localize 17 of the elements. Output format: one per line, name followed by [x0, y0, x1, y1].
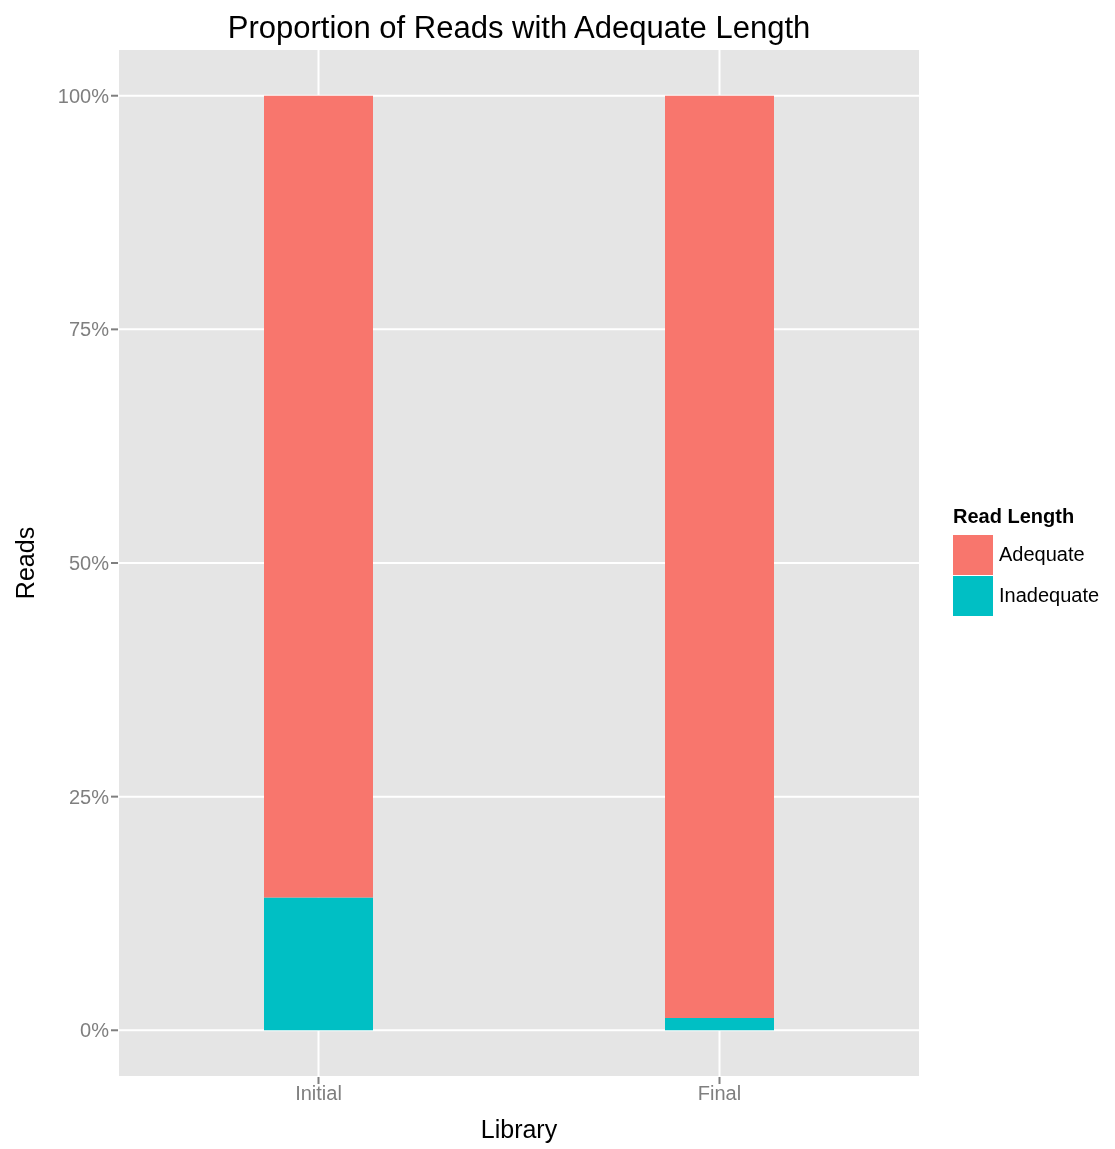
chart-title: Proportion of Reads with Adequate Length	[226, 10, 812, 46]
y-tick-label: 25%	[68, 785, 110, 808]
y-tick-label: 50%	[68, 552, 110, 575]
legend-label: Adequate	[999, 543, 1085, 566]
y-tick-label: 100%	[57, 84, 110, 107]
y-tick-label: 75%	[68, 318, 110, 341]
bar	[264, 897, 373, 1031]
y-axis-title: Reads	[10, 526, 40, 600]
legend-label: Inadequate	[999, 584, 1100, 607]
legend-title: Read Length	[953, 505, 1076, 528]
x-tick-label: Initial	[295, 1082, 342, 1105]
x-tick-label: Final	[697, 1082, 742, 1105]
x-axis-title: Library	[479, 1115, 559, 1144]
y-tick-label: 0%	[80, 1019, 110, 1042]
bar	[665, 1018, 774, 1031]
bar	[665, 95, 774, 1019]
bar	[264, 95, 373, 898]
